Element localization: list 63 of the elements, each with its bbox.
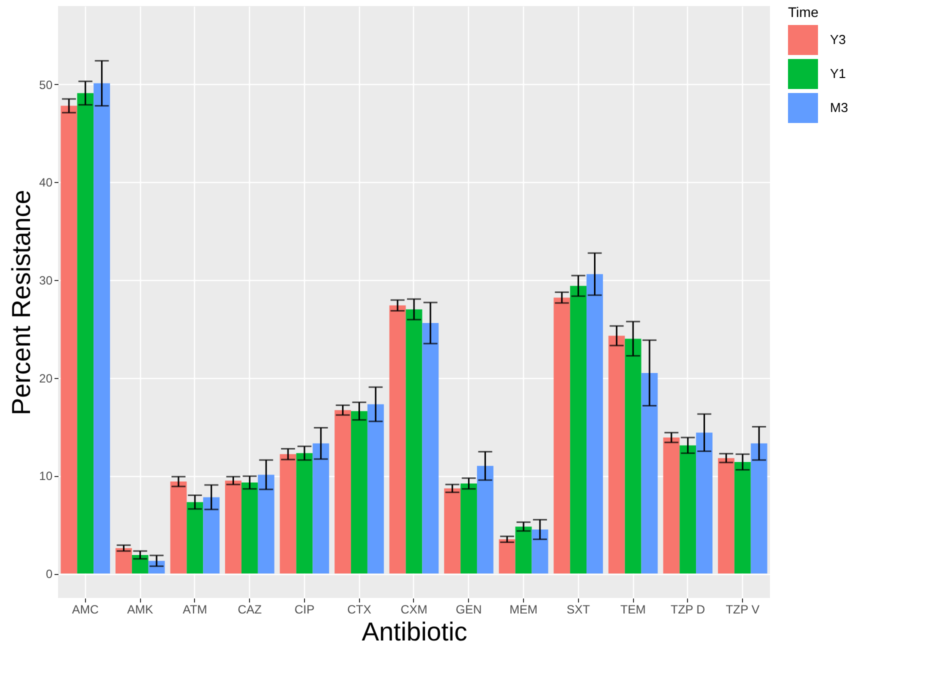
bar [225, 480, 242, 574]
y-tick-label: 30 [39, 273, 53, 288]
bar [663, 438, 680, 574]
y-axis-title: Percent Resistance [6, 190, 36, 416]
bar [422, 323, 439, 574]
bar [170, 482, 187, 574]
bar [624, 338, 642, 574]
bar [586, 274, 603, 574]
y-tick-label: 10 [39, 469, 53, 484]
bar [570, 286, 587, 574]
bar [498, 539, 516, 574]
x-tick-label: ATM [182, 602, 208, 616]
legend-label: M3 [830, 100, 848, 115]
y-tick-label: 40 [39, 176, 53, 190]
x-tick-label: GEN [456, 602, 482, 616]
bar [608, 336, 625, 574]
bar [718, 458, 734, 574]
bar [203, 497, 220, 574]
y-tick-label: 0 [46, 567, 53, 582]
bar [296, 453, 313, 574]
bar [444, 488, 461, 574]
x-tick-label: SXT [566, 602, 591, 616]
x-tick-label: TZP V [726, 602, 760, 616]
x-tick-label: TZP D [670, 602, 706, 616]
bar [476, 466, 494, 574]
bar [132, 554, 148, 574]
bar [241, 482, 258, 574]
bar [258, 474, 274, 574]
bar [696, 432, 712, 574]
x-tick-label: CXM [400, 602, 428, 616]
legend-label: Y3 [830, 32, 846, 47]
x-tick-label: AMK [127, 602, 154, 616]
x-axis-title: Antibiotic [362, 616, 468, 646]
bar [94, 83, 110, 574]
y-tick-label: 50 [39, 78, 53, 92]
x-tick-label: MEM [510, 602, 538, 616]
bar [367, 404, 384, 574]
bar [60, 106, 78, 574]
bar [734, 462, 751, 574]
bar [532, 530, 548, 574]
x-tick-label: TEM [620, 602, 646, 616]
bar [406, 309, 422, 574]
bar [680, 445, 696, 574]
bar [77, 93, 94, 574]
bar [515, 526, 532, 574]
x-tick-label: CAZ [238, 602, 262, 616]
x-tick-label: CIP [294, 602, 314, 616]
bar [280, 454, 296, 574]
bar [389, 305, 406, 574]
y-tick-label: 20 [39, 371, 53, 386]
bar [312, 443, 330, 574]
bar [460, 484, 477, 574]
x-tick-label: AMC [72, 602, 100, 616]
bar [750, 443, 768, 574]
bar [186, 502, 204, 574]
bar [641, 372, 658, 574]
bar [334, 410, 352, 574]
bar [351, 411, 368, 574]
x-tick-label: CTX [347, 602, 372, 616]
legend-label: Y1 [830, 66, 846, 81]
bar [116, 548, 132, 574]
legend-title: Time [788, 4, 819, 20]
bar [554, 298, 570, 574]
